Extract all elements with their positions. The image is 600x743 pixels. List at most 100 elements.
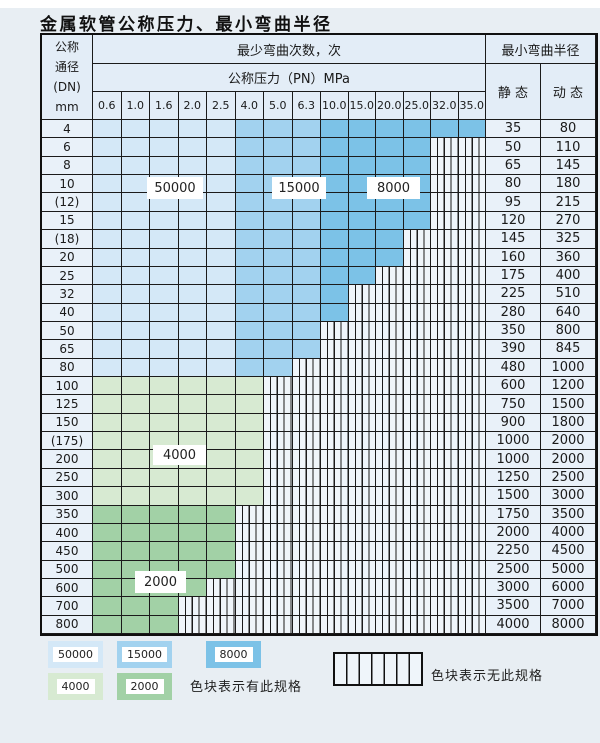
- dn-label-cell: 150: [42, 413, 93, 433]
- spec-cell: [178, 468, 207, 488]
- spec-cell: [121, 138, 150, 157]
- no-spec-cell: [403, 413, 431, 433]
- no-spec-cell: [403, 432, 431, 451]
- spec-cell: [178, 395, 207, 414]
- legend-swatch: 50000: [48, 641, 103, 668]
- no-spec-cell: [348, 321, 376, 341]
- spec-cell: [376, 156, 404, 176]
- no-spec-cell: [321, 450, 349, 469]
- spec-cell: [93, 175, 122, 194]
- no-spec-cell: [264, 523, 293, 543]
- spec-cell: [348, 138, 376, 157]
- no-spec-cell: [431, 248, 459, 267]
- static-value-cell: 225: [486, 285, 541, 304]
- dynamic-value-cell: 1800: [541, 413, 596, 433]
- no-spec-cell: [431, 285, 459, 304]
- dynamic-value-cell: 6000: [541, 578, 596, 598]
- spec-cell: [235, 230, 264, 249]
- static-value-cell: 4000: [486, 615, 541, 634]
- no-spec-cell: [403, 266, 431, 286]
- no-spec-cell: [431, 597, 459, 616]
- no-spec-cell: [178, 615, 207, 634]
- no-spec-cell: [431, 560, 459, 579]
- no-spec-cell: [403, 230, 431, 249]
- no-spec-cell: [207, 578, 236, 598]
- static-value-cell: 50: [486, 138, 541, 157]
- spec-cell: [178, 211, 207, 231]
- no-spec-cell: [235, 523, 264, 543]
- no-spec-cell: [348, 358, 376, 377]
- no-spec-cell: [264, 542, 293, 561]
- spec-cell: [235, 468, 264, 488]
- spec-cell: [235, 395, 264, 414]
- spec-cell: [150, 597, 179, 616]
- spec-cell: [150, 266, 179, 286]
- dynamic-value-cell: 4000: [541, 523, 596, 543]
- spec-cell: [178, 358, 207, 377]
- spec-cell: [121, 285, 150, 304]
- dynamic-value-cell: 215: [541, 193, 596, 212]
- spec-cell: [235, 156, 264, 176]
- dynamic-value-cell: 8000: [541, 615, 596, 634]
- no-spec-cell: [431, 432, 459, 451]
- no-spec-cell: [292, 395, 321, 414]
- dn-header-line: mm: [55, 100, 79, 114]
- spec-cell: [264, 230, 293, 249]
- spec-cell: [178, 487, 207, 506]
- no-spec-cell: [431, 193, 459, 212]
- spec-cell: [150, 395, 179, 414]
- pressure-value-header: 35.0: [458, 92, 486, 120]
- spec-cell: [150, 285, 179, 304]
- spec-cell: [178, 120, 207, 139]
- spec-cell: [121, 193, 150, 212]
- spec-cell: [292, 321, 321, 341]
- spec-cell: [376, 120, 404, 139]
- spec-cell: [150, 156, 179, 176]
- dynamic-value-cell: 3000: [541, 487, 596, 506]
- spec-cell: [150, 303, 179, 322]
- no-spec-cell: [403, 340, 431, 359]
- spec-cell: [150, 468, 179, 488]
- spec-cell: [121, 175, 150, 194]
- no-spec-cell: [376, 578, 404, 598]
- static-value-cell: 390: [486, 340, 541, 359]
- spec-cell: [121, 211, 150, 231]
- no-spec-cell: [458, 487, 486, 506]
- no-spec-cell: [348, 285, 376, 304]
- no-spec-cell: [264, 615, 293, 634]
- dynamic-value-cell: 180: [541, 175, 596, 194]
- spec-cell: [93, 432, 122, 451]
- spec-cell: [376, 248, 404, 267]
- static-value-cell: 350: [486, 321, 541, 341]
- no-spec-cell: [431, 615, 459, 634]
- spec-cell: [264, 285, 293, 304]
- spec-table-grid: 公称 通径 (DN) mm 最少弯曲次数，次 最小弯曲半径 公称压力（PN）MP…: [42, 35, 596, 634]
- dn-label-cell: 20: [42, 248, 93, 267]
- no-spec-cell: [458, 211, 486, 231]
- spec-cell: [235, 120, 264, 139]
- no-spec-cell: [292, 358, 321, 377]
- spec-cell: [292, 248, 321, 267]
- spec-cell: [207, 542, 236, 561]
- spec-cell: [121, 542, 150, 561]
- dn-label-cell: 500: [42, 560, 93, 579]
- spec-cell: [235, 413, 264, 433]
- pressure-value-header: 1.0: [121, 92, 150, 120]
- spec-cell: [150, 340, 179, 359]
- spec-cell: [207, 358, 236, 377]
- spec-cell: [264, 358, 293, 377]
- no-spec-cell: [458, 505, 486, 524]
- no-spec-cell: [458, 340, 486, 359]
- no-spec-cell: [403, 468, 431, 488]
- spec-cell: [93, 156, 122, 176]
- spec-cell: [321, 211, 349, 231]
- no-spec-cell: [458, 358, 486, 377]
- spec-cell: [321, 230, 349, 249]
- no-spec-cell: [292, 615, 321, 634]
- spec-cell: [348, 156, 376, 176]
- dn-label-cell: 300: [42, 487, 93, 506]
- spec-cell: [93, 578, 122, 598]
- static-value-cell: 2250: [486, 542, 541, 561]
- spec-cell: [207, 395, 236, 414]
